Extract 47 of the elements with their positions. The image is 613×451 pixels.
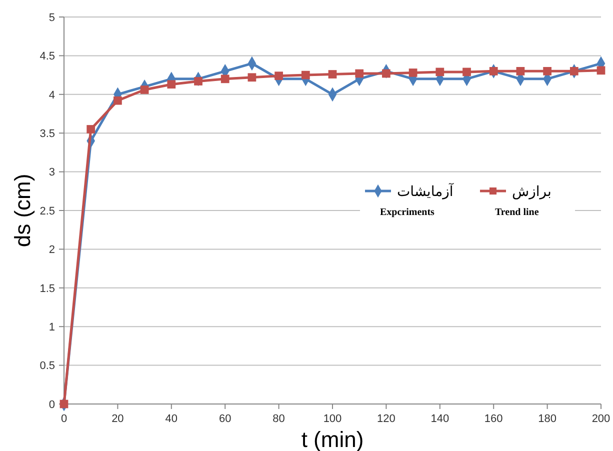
annotation: Trend line bbox=[495, 207, 540, 218]
y-tick-label: 1.5 bbox=[40, 282, 55, 295]
point bbox=[301, 70, 310, 80]
x-tick-label: 100 bbox=[323, 413, 342, 425]
x-tick-label: 200 bbox=[592, 413, 610, 425]
y-tick-label: 2 bbox=[48, 244, 55, 256]
point bbox=[114, 96, 122, 105]
point bbox=[462, 68, 471, 76]
y-tick-label: 3.5 bbox=[40, 128, 55, 140]
point bbox=[408, 68, 418, 77]
point bbox=[86, 125, 96, 134]
point bbox=[543, 66, 552, 76]
legend-label: آزمایشات bbox=[397, 182, 454, 200]
y-tick-label: 4 bbox=[48, 89, 55, 102]
y-axis-title: ds (cm) bbox=[10, 174, 35, 248]
point bbox=[220, 74, 230, 84]
x-tick-label: 60 bbox=[218, 413, 232, 425]
x-tick-label: 120 bbox=[377, 413, 396, 425]
y-tick-label: 0.5 bbox=[40, 360, 55, 372]
point bbox=[194, 77, 202, 86]
point bbox=[436, 68, 444, 76]
point bbox=[248, 73, 256, 82]
x-tick-label: 40 bbox=[165, 413, 178, 425]
y-tick-label: 4.5 bbox=[40, 50, 55, 63]
x-tick-label: 180 bbox=[538, 413, 556, 425]
point bbox=[382, 69, 390, 78]
legend-label: برازش bbox=[512, 184, 552, 200]
y-tick-label: 0 bbox=[48, 398, 55, 411]
x-tick-label: 0 bbox=[60, 413, 68, 425]
y-tick-label: 5 bbox=[48, 12, 55, 24]
point bbox=[328, 70, 337, 78]
x-tick-label: 160 bbox=[484, 413, 503, 425]
point bbox=[355, 69, 364, 78]
point bbox=[489, 66, 498, 76]
y-tick-label: 3 bbox=[48, 166, 55, 179]
y-tick-label: 2.5 bbox=[40, 205, 55, 218]
point bbox=[167, 80, 176, 89]
x-tick-label: 140 bbox=[430, 413, 450, 425]
point bbox=[274, 72, 283, 80]
point bbox=[570, 66, 578, 76]
y-tick-label: 1 bbox=[48, 321, 55, 334]
x-tick-label: 20 bbox=[112, 413, 124, 425]
point bbox=[516, 66, 525, 76]
annotation: Expcriments bbox=[380, 207, 435, 218]
x-tick-label: 80 bbox=[272, 413, 285, 425]
point bbox=[596, 66, 606, 75]
point bbox=[140, 86, 149, 94]
